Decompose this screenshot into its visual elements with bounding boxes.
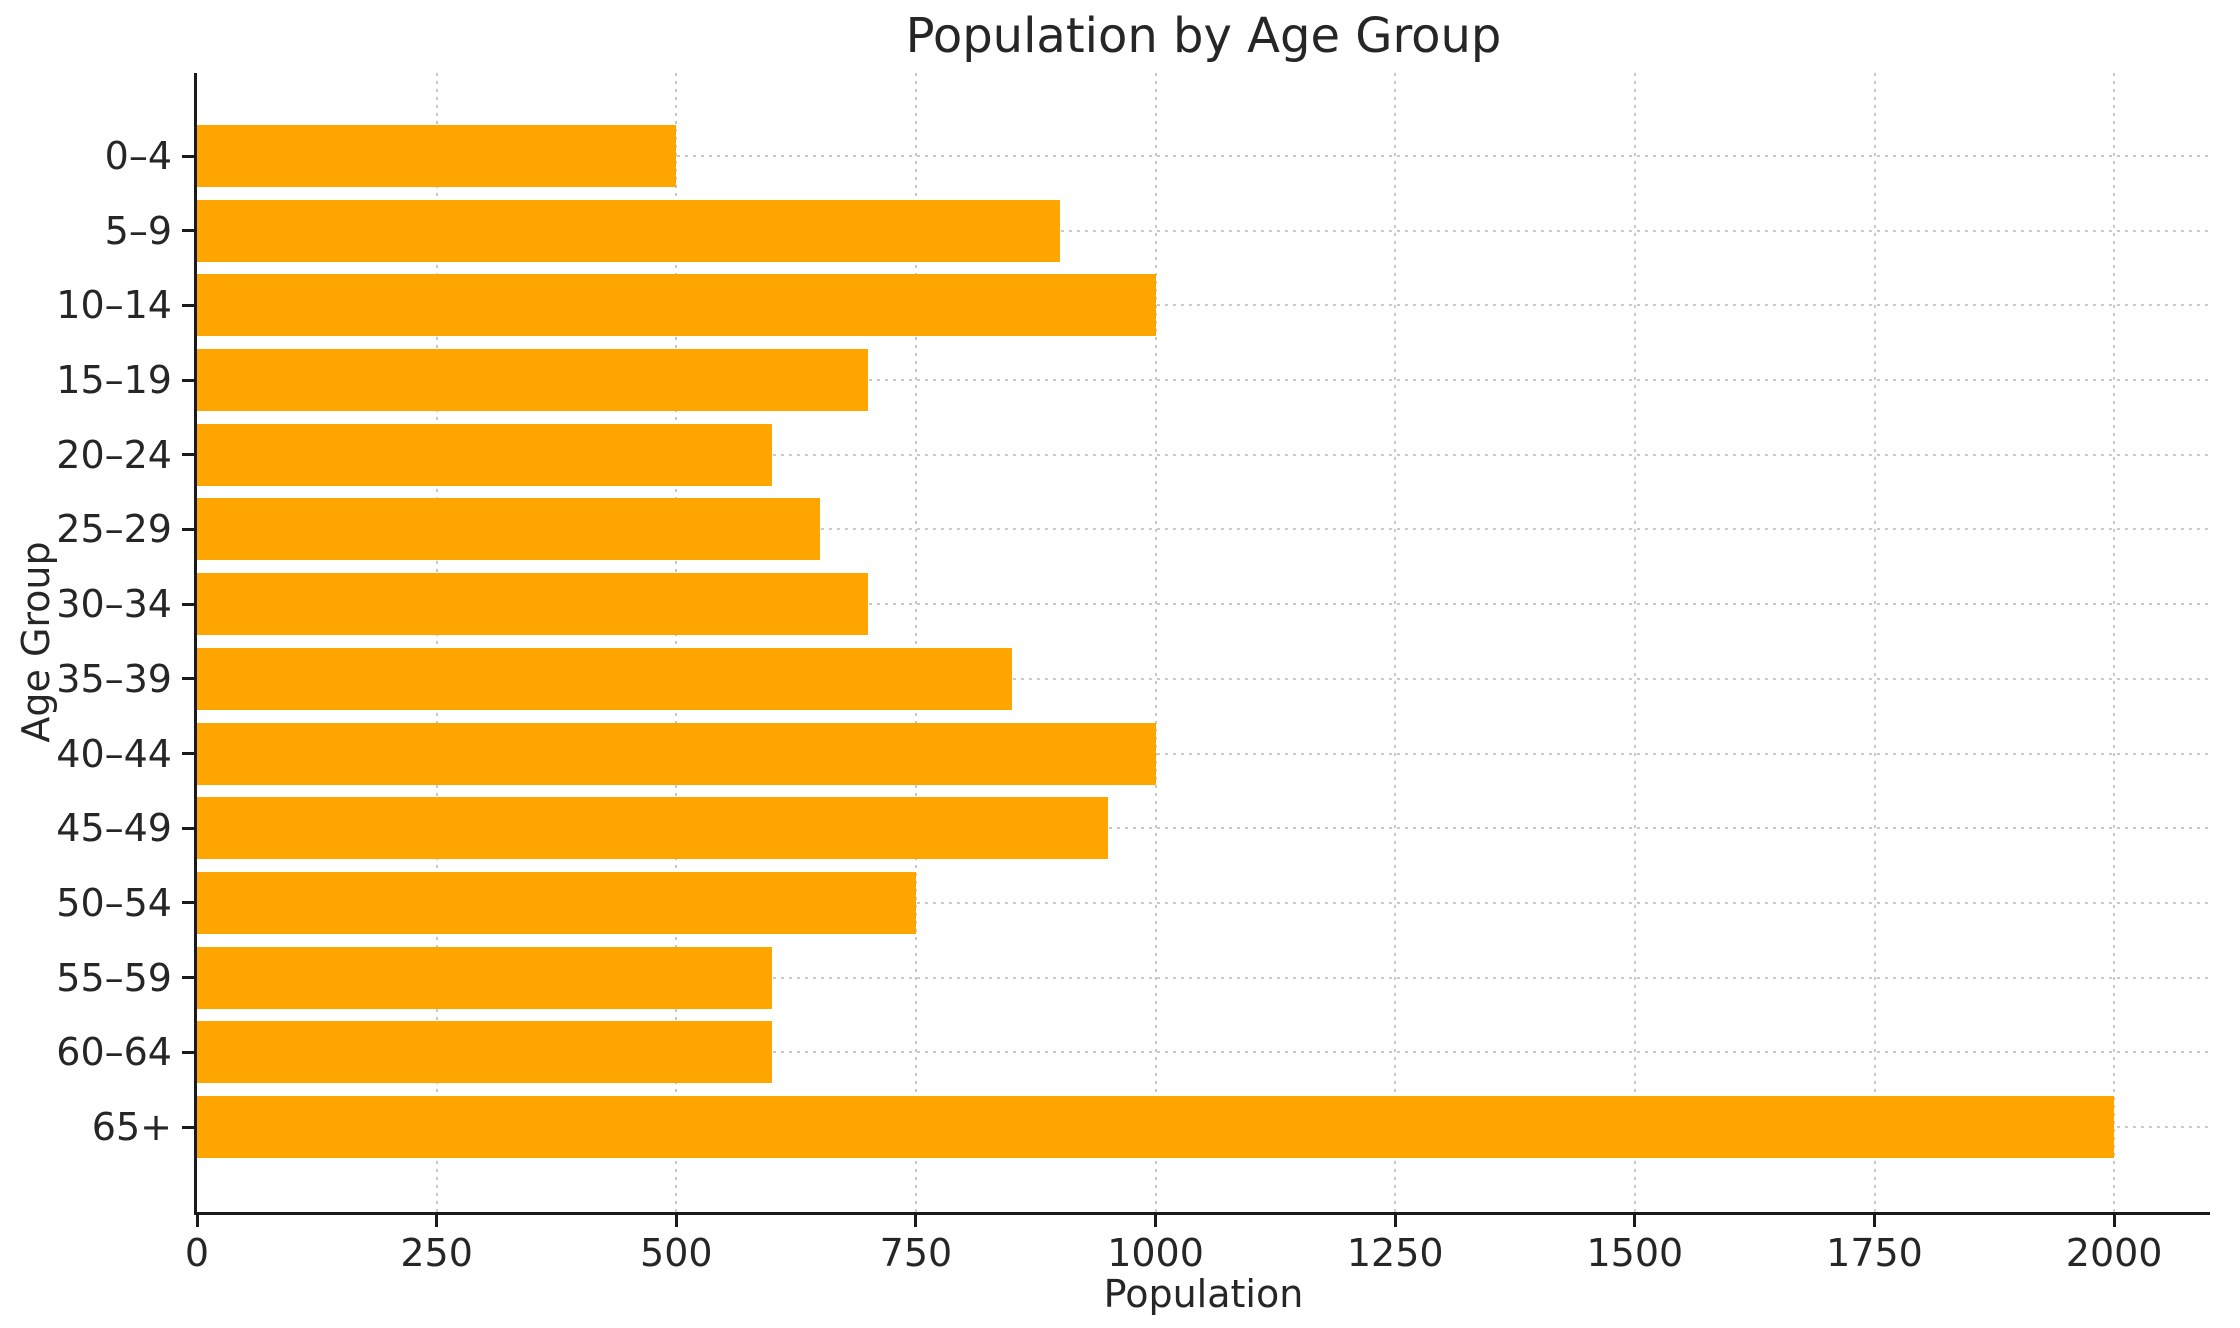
y-axis-spine xyxy=(194,73,197,1215)
y-tick-mark xyxy=(182,602,194,606)
gridline-horizontal xyxy=(197,677,2210,680)
gridline-vertical xyxy=(675,73,678,1212)
y-tick-mark xyxy=(182,154,194,158)
y-tick-label: 30–34 xyxy=(56,582,172,627)
gridline-vertical xyxy=(1394,73,1397,1212)
x-axis-spine xyxy=(194,1212,2210,1215)
y-tick-label: 25–29 xyxy=(56,507,172,552)
y-tick-label: 0–4 xyxy=(104,134,172,178)
y-tick-mark xyxy=(182,378,194,382)
y-tick-mark xyxy=(182,976,194,980)
gridline-horizontal xyxy=(197,1051,2210,1054)
x-tick-mark xyxy=(435,1215,439,1227)
y-tick-mark xyxy=(182,527,194,531)
gridline-vertical xyxy=(1633,73,1636,1212)
y-tick-mark xyxy=(182,453,194,457)
bar-40-44 xyxy=(197,722,1156,785)
y-tick-label: 40–44 xyxy=(56,731,172,776)
bar-65plus xyxy=(197,1096,2115,1158)
x-tick-label: 750 xyxy=(879,1231,953,1275)
x-tick-label: 500 xyxy=(640,1231,713,1275)
bar-30-34 xyxy=(197,573,868,636)
y-tick-mark xyxy=(182,752,194,756)
x-tick-label: 2000 xyxy=(2065,1231,2163,1275)
y-tick-mark xyxy=(182,1050,194,1054)
x-tick-label: 0 xyxy=(184,1231,210,1275)
y-tick-label: 15–19 xyxy=(56,358,172,403)
y-tick-mark xyxy=(182,1125,194,1129)
x-tick-label: 1750 xyxy=(1826,1231,1923,1275)
gridline-horizontal xyxy=(197,827,2210,830)
chart-title: Population by Age Group xyxy=(905,8,1502,64)
gridline-horizontal xyxy=(197,528,2210,531)
x-tick-mark xyxy=(1873,1215,1876,1227)
gridline-vertical xyxy=(435,73,438,1212)
y-tick-label: 10–14 xyxy=(56,283,172,328)
plot-area: 0 250 500 750 1000 1250 1500 1750 2000 0–4 5–9 10–1… xyxy=(56,73,2210,1275)
y-tick-mark xyxy=(182,229,194,233)
x-tick-label: 250 xyxy=(400,1231,473,1275)
y-tick-label: 35–39 xyxy=(56,656,172,701)
gridline-horizontal xyxy=(197,379,2210,382)
y-tick-mark xyxy=(182,303,194,307)
x-tick-label: 1000 xyxy=(1107,1231,1204,1275)
bar-35-39 xyxy=(197,647,1012,710)
bar-25-29 xyxy=(197,498,821,561)
bar-45-49 xyxy=(197,797,1108,860)
y-tick-label: 50–54 xyxy=(56,880,172,925)
gridline-horizontal xyxy=(197,229,2210,232)
y-tick-label: 65+ xyxy=(91,1105,172,1149)
gridline-vertical xyxy=(914,73,917,1212)
gridline-vertical xyxy=(1873,73,1876,1212)
y-axis-label: Age Group xyxy=(14,541,58,743)
y-tick-mark xyxy=(182,901,194,905)
x-axis-label: Population xyxy=(1103,1272,1304,1316)
x-tick-mark xyxy=(914,1215,918,1227)
bar-5-9 xyxy=(197,199,1060,262)
x-tick-mark xyxy=(1393,1215,1397,1227)
gridline-horizontal xyxy=(197,901,2210,904)
y-tick-mark xyxy=(182,677,194,681)
x-tick-mark xyxy=(1154,1215,1158,1227)
x-tick-mark xyxy=(2112,1215,2116,1227)
gridline-horizontal xyxy=(197,304,2210,307)
x-tick-label: 1250 xyxy=(1346,1231,1444,1275)
x-tick-label: 1500 xyxy=(1586,1231,1684,1275)
x-tick-mark xyxy=(1633,1215,1637,1227)
gridline-horizontal xyxy=(197,453,2210,456)
y-tick-label: 20–24 xyxy=(56,432,172,477)
gridline-horizontal xyxy=(197,752,2210,755)
bar-55-59 xyxy=(197,946,773,1009)
bar-20-24 xyxy=(197,423,773,486)
x-tick-mark xyxy=(195,1215,199,1227)
bar-0-4 xyxy=(197,125,677,187)
y-tick-label: 5–9 xyxy=(104,208,172,253)
gridline-horizontal xyxy=(197,976,2210,979)
gridline-horizontal xyxy=(197,155,2210,157)
y-tick-mark xyxy=(182,826,194,830)
bar-60-64 xyxy=(197,1021,773,1084)
y-tick-label: 60–64 xyxy=(56,1030,172,1075)
bar-15-19 xyxy=(197,349,868,412)
y-tick-label: 45–49 xyxy=(56,806,172,851)
bar-50-54 xyxy=(197,871,916,934)
gridline-horizontal xyxy=(197,603,2210,606)
gridline-vertical xyxy=(1154,73,1157,1212)
bar-10-14 xyxy=(197,274,1156,337)
y-tick-label: 55–59 xyxy=(56,955,172,1000)
x-tick-mark xyxy=(674,1215,678,1227)
gridline-vertical xyxy=(2113,73,2116,1212)
